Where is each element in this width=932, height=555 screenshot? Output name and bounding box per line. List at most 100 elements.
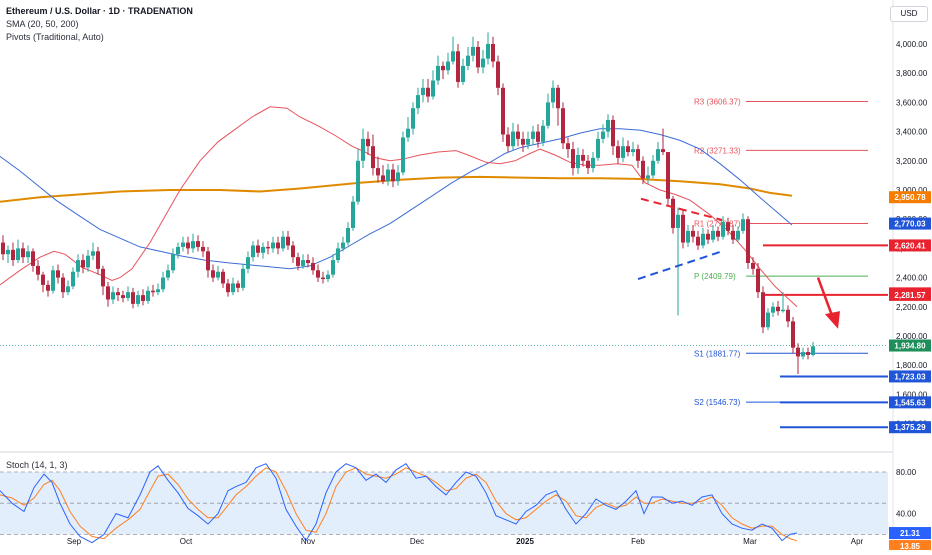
candle <box>136 290 140 307</box>
candle <box>241 264 245 291</box>
candle <box>726 217 730 236</box>
candle <box>661 128 665 155</box>
candle <box>691 225 695 243</box>
candle <box>131 287 135 309</box>
candle <box>796 343 800 374</box>
stoch-tick-label: 80.00 <box>896 468 917 477</box>
candle-body <box>191 241 195 249</box>
candle <box>296 252 300 271</box>
candle-body <box>636 149 640 161</box>
candle <box>481 49 485 74</box>
candle-body <box>731 230 735 240</box>
price-badge-label: 2,950.78 <box>894 193 926 202</box>
candle <box>121 290 125 303</box>
candle-body <box>301 260 305 266</box>
candle <box>291 241 295 263</box>
candle <box>676 207 680 316</box>
candle-body <box>261 246 265 253</box>
pivot-level-label: R1 (2770.87) <box>694 219 741 228</box>
candle <box>486 32 490 65</box>
candle-body <box>146 290 150 301</box>
candle-body <box>596 138 600 158</box>
candle-body <box>451 51 455 62</box>
candle <box>701 227 705 249</box>
sma20-line <box>0 106 798 308</box>
candle <box>256 239 260 258</box>
candle <box>36 260 40 281</box>
candle <box>341 236 345 252</box>
candle <box>396 165 400 186</box>
candle <box>416 87 420 115</box>
candle-body <box>136 295 140 304</box>
candle-body <box>721 222 725 237</box>
candle-body <box>726 222 730 231</box>
candle <box>301 254 305 269</box>
sma-indicator-label[interactable]: SMA (20, 50, 200) <box>6 19 79 29</box>
candle-body <box>51 270 55 291</box>
y-tick-label: 1,600.00 <box>896 390 928 399</box>
price-badge-label: 2,770.03 <box>894 220 926 229</box>
candle <box>641 156 645 185</box>
x-tick-label: Dec <box>410 537 424 546</box>
candle-body <box>791 321 795 348</box>
candle-body <box>546 102 550 126</box>
resistance-trendline <box>640 197 723 221</box>
stoch-k-line <box>0 463 798 544</box>
candle-body <box>746 219 750 263</box>
price-badge <box>889 370 931 383</box>
candle-body <box>396 172 400 182</box>
candle-body <box>446 61 450 71</box>
price-badge <box>889 396 931 409</box>
price-badges: 2,950.782,770.032,620.412,292.032,281.57… <box>889 191 931 553</box>
candle <box>651 154 655 179</box>
candle <box>316 264 320 282</box>
price-badge <box>889 191 931 204</box>
candle <box>536 124 540 148</box>
candle <box>436 55 440 85</box>
candle-body <box>711 230 715 240</box>
candle <box>381 165 385 185</box>
x-tick-label: Mar <box>743 537 757 546</box>
candle-body <box>776 306 780 312</box>
symbol-title[interactable]: Ethereum / U.S. Dollar · 1D · TRADENATIO… <box>6 6 193 16</box>
candle <box>526 131 530 150</box>
candle <box>206 246 210 278</box>
down-arrow-shaft <box>816 277 834 316</box>
candle-body <box>586 160 590 169</box>
candle-body <box>366 138 370 147</box>
y-tick-label: 2,200.00 <box>896 303 928 312</box>
candle <box>441 61 445 80</box>
pivots-indicator-label[interactable]: Pivots (Traditional, Auto) <box>6 32 104 42</box>
annotations <box>637 197 840 329</box>
candle <box>271 236 275 253</box>
candle-body <box>416 95 420 109</box>
candle-body <box>491 44 495 62</box>
candle-body <box>21 248 25 258</box>
candle-body <box>336 248 340 261</box>
stoch-lines <box>0 463 798 544</box>
candle-body <box>171 254 175 271</box>
stoch-band <box>0 471 888 535</box>
candle-body <box>511 131 515 147</box>
candle-body <box>406 128 410 138</box>
candle-body <box>56 270 60 278</box>
candle-body <box>656 149 660 161</box>
candle-body <box>766 312 770 328</box>
candle-body <box>296 257 300 266</box>
stoch-indicator-label[interactable]: Stoch (14, 1, 3) <box>6 460 68 470</box>
candle <box>716 226 720 242</box>
candle-body <box>786 309 790 322</box>
candle <box>196 235 200 252</box>
x-tick-label: 2025 <box>516 537 534 546</box>
candle <box>266 241 270 255</box>
candle-body <box>751 263 755 269</box>
candle-body <box>611 119 615 147</box>
price-badge <box>889 239 931 252</box>
candle-body <box>151 290 155 293</box>
currency-selector[interactable]: USD <box>890 6 928 22</box>
candle-body <box>411 108 415 129</box>
candle-body <box>501 87 505 135</box>
candle <box>506 127 510 153</box>
candle <box>431 70 435 100</box>
candle <box>466 46 470 71</box>
